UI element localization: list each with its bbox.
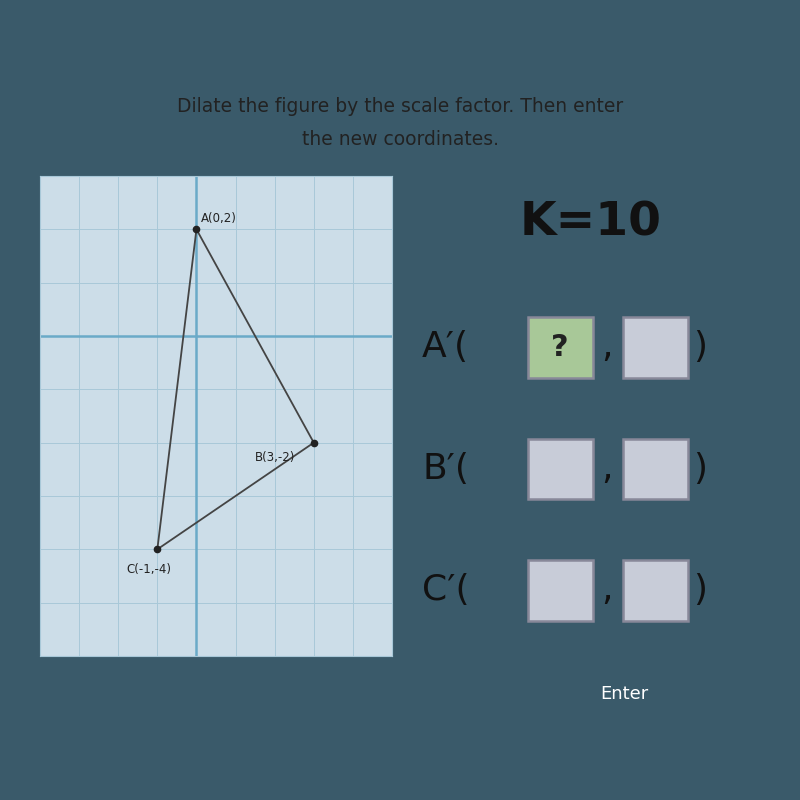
- FancyBboxPatch shape: [528, 438, 593, 499]
- Text: K=10: K=10: [520, 201, 662, 246]
- Text: ,: ,: [602, 452, 613, 486]
- Text: the new coordinates.: the new coordinates.: [302, 130, 498, 149]
- FancyBboxPatch shape: [622, 317, 688, 378]
- Text: ): ): [693, 574, 707, 607]
- FancyBboxPatch shape: [622, 560, 688, 621]
- Text: ?: ?: [551, 333, 569, 362]
- Text: A(0,2): A(0,2): [201, 212, 237, 225]
- Text: ): ): [693, 330, 707, 365]
- Text: B′(: B′(: [422, 452, 469, 486]
- FancyBboxPatch shape: [528, 317, 593, 378]
- Text: A′(: A′(: [422, 330, 470, 365]
- Text: B(3,-2): B(3,-2): [255, 450, 295, 464]
- Text: ,: ,: [602, 330, 613, 365]
- Text: ,: ,: [602, 574, 613, 607]
- Text: Enter: Enter: [600, 685, 648, 703]
- Text: C(-1,-4): C(-1,-4): [126, 562, 171, 576]
- FancyBboxPatch shape: [622, 438, 688, 499]
- Text: C′(: C′(: [422, 574, 470, 607]
- Text: ): ): [693, 452, 707, 486]
- FancyBboxPatch shape: [528, 560, 593, 621]
- Text: Dilate the figure by the scale factor. Then enter: Dilate the figure by the scale factor. T…: [177, 97, 623, 116]
